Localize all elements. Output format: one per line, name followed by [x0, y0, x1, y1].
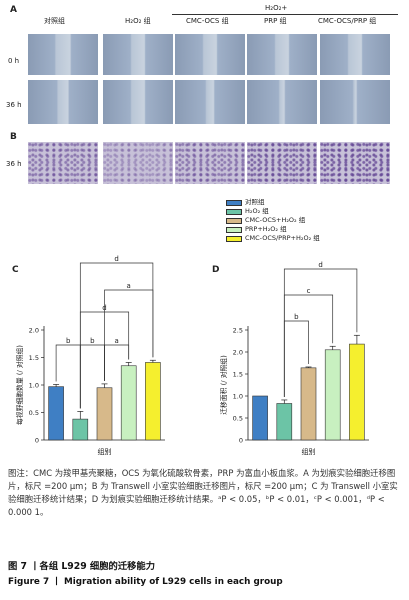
transwell-micrograph-2 — [175, 142, 245, 184]
bar — [349, 343, 365, 441]
scratch-micrograph-36h-4 — [320, 80, 390, 124]
bar — [324, 349, 341, 441]
x-axis-label: 组别 — [302, 447, 316, 456]
y-tick-label: 0.5 — [233, 415, 243, 423]
significance-label: b — [66, 337, 71, 345]
bar — [72, 418, 89, 441]
legend-item: H₂O₂ 组 — [226, 207, 401, 216]
bar — [96, 387, 113, 441]
bar — [252, 395, 268, 441]
transwell-micrograph-0 — [28, 142, 98, 184]
y-tick-label: 0 — [239, 437, 243, 445]
figure-title-cn: 图 7 丨各组 L929 细胞的迁移能力 — [8, 561, 156, 572]
row-label-36h: 36 h — [6, 101, 22, 109]
scratch-micrograph-0h-1 — [103, 34, 173, 75]
column-header-cmc-ocs: CMC-OCS 组 — [186, 17, 229, 25]
figure-title-en: Figure 7 丨 Migration ability of L929 cel… — [8, 577, 283, 587]
legend-label: CMC-OCS/PRP+H₂O₂ 组 — [245, 234, 320, 242]
legend-swatch — [226, 226, 242, 233]
y-tick-label: 2.0 — [29, 327, 39, 335]
column-header-h2o2: H₂O₂ 组 — [125, 17, 151, 25]
legend-swatch — [226, 208, 242, 215]
significance-bracket — [79, 262, 154, 409]
column-header-prp: PRP 组 — [264, 17, 287, 25]
y-axis-label: 每视野细胞数量 (/ 对照组) — [15, 345, 24, 425]
panel-b-letter: B — [10, 132, 17, 142]
legend-item: 对照组 — [226, 198, 401, 207]
transwell-micrograph-3 — [247, 142, 317, 184]
y-tick-label: 1.0 — [29, 382, 39, 390]
panel-a-letter: A — [10, 5, 17, 15]
scratch-micrograph-0h-2 — [175, 34, 245, 75]
h2o2-bracket — [172, 14, 398, 15]
bar — [120, 365, 137, 441]
y-tick-label: 1.5 — [29, 354, 39, 362]
significance-label: a — [114, 337, 118, 345]
chart-d-migration-area: 0 0.5 1.0 1.5 2.0 2.5 b c d 迁移面积 (/ 对照组) 组别 — [219, 261, 369, 456]
bar — [48, 386, 64, 441]
significance-label: d — [318, 261, 322, 269]
legend-item: PRP+H₂O₂ 组 — [226, 225, 401, 234]
panel-c-letter: C — [12, 265, 19, 275]
legend-label: CMC-OCS+H₂O₂ 组 — [245, 216, 306, 224]
significance-label: b — [90, 337, 95, 345]
legend: 对照组 H₂O₂ 组 CMC-OCS+H₂O₂ 组 PRP+H₂O₂ 组 CMC… — [226, 198, 401, 243]
significance-bracket — [283, 268, 358, 397]
y-tick-label: 1.0 — [233, 393, 243, 401]
scratch-micrograph-36h-2 — [175, 80, 245, 124]
column-header-control: 对照组 — [44, 17, 65, 25]
legend-item: CMC-OCS+H₂O₂ 组 — [226, 216, 401, 225]
scratch-micrograph-36h-3 — [247, 80, 317, 124]
legend-swatch — [226, 235, 242, 242]
legend-label: 对照组 — [245, 198, 265, 206]
figure-caption: 图注：CMC 为羧甲基壳聚糖，OCS 为氧化硫酸软骨素，PRP 为富血小板血浆。… — [8, 468, 398, 517]
y-tick-label: 2.0 — [233, 349, 243, 357]
legend-item: CMC-OCS/PRP+H₂O₂ 组 — [226, 234, 401, 243]
significance-label: c — [307, 287, 311, 295]
y-tick-label: 2.5 — [233, 327, 243, 335]
legend-swatch — [226, 199, 242, 206]
x-axis-label: 组别 — [98, 447, 112, 456]
significance-label: d — [114, 255, 118, 263]
y-axis-label: 迁移面积 (/ 对照组) — [219, 355, 228, 415]
y-tick-label: 0.5 — [29, 409, 39, 417]
scratch-micrograph-36h-0 — [28, 80, 98, 124]
legend-label: H₂O₂ 组 — [245, 207, 269, 215]
significance-label: b — [294, 313, 299, 321]
transwell-micrograph-4 — [320, 142, 390, 184]
row-label-0h: 0 h — [8, 57, 20, 65]
significance-label: a — [127, 282, 131, 290]
bar — [276, 403, 293, 441]
scratch-micrograph-0h-0 — [28, 34, 98, 75]
row-label-b-36h: 36 h — [6, 160, 22, 168]
h2o2-plus-label: H₂O₂+ — [265, 4, 288, 12]
legend-swatch — [226, 217, 242, 224]
y-tick-label: 1.5 — [233, 371, 243, 379]
scratch-micrograph-0h-3 — [247, 34, 317, 75]
panel-d-letter: D — [212, 265, 220, 275]
legend-label: PRP+H₂O₂ 组 — [245, 225, 287, 233]
scratch-micrograph-36h-1 — [103, 80, 173, 124]
transwell-micrograph-1 — [103, 142, 173, 184]
y-tick-label: 0 — [35, 437, 39, 445]
bar — [145, 362, 161, 441]
column-header-cmc-ocs-prp: CMC-OCS/PRP 组 — [318, 17, 377, 25]
bar — [300, 367, 317, 441]
scratch-micrograph-0h-4 — [320, 34, 390, 75]
